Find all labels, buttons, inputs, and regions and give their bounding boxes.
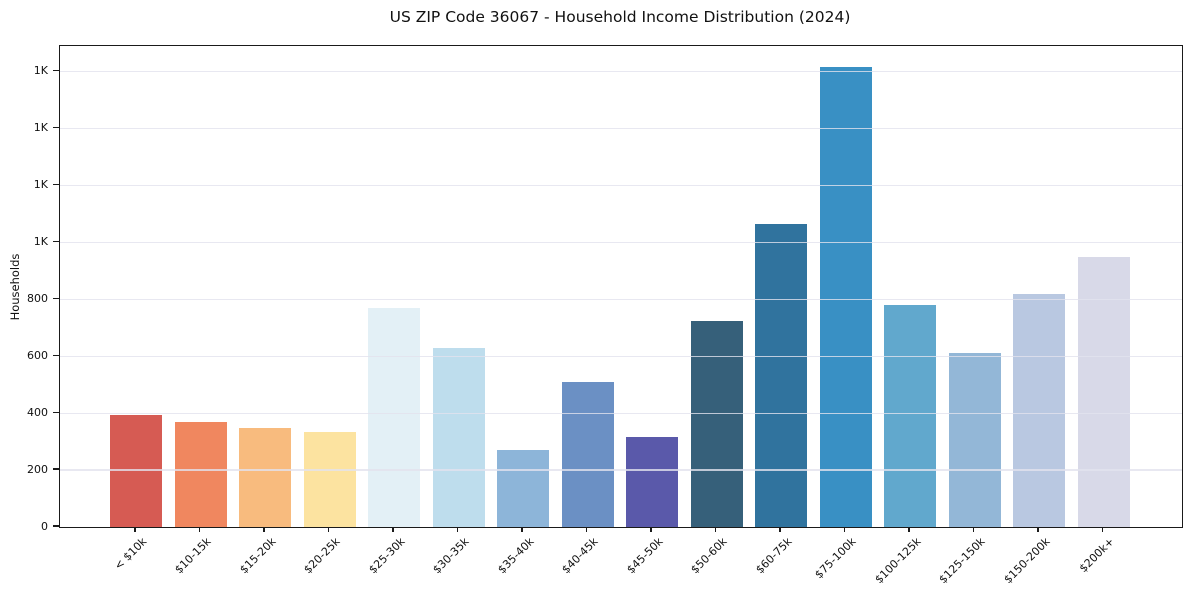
- bar-10-15k: [174, 421, 227, 527]
- bar-150-200k: [1013, 294, 1065, 527]
- x-tick-label: $100-125k: [872, 535, 924, 587]
- x-tick-mark: [843, 527, 846, 532]
- x-tick-label: $20-25k: [301, 535, 343, 577]
- bar-25-30k: [368, 307, 420, 527]
- y-tick-mark: [53, 297, 59, 299]
- y-tick-mark: [53, 411, 59, 413]
- x-tick-mark: [779, 527, 781, 532]
- x-tick-label: $125-150k: [936, 535, 988, 587]
- y-tick-label: 800: [27, 291, 48, 305]
- y-tick-label: 400: [27, 405, 48, 419]
- y-tick-label: 200: [27, 462, 48, 476]
- x-tick-mark: [198, 527, 201, 532]
- bar-60-75k: [755, 223, 807, 527]
- x-tick-mark: [327, 527, 330, 532]
- bar-15-20k: [239, 427, 291, 527]
- gridline: [60, 127, 1182, 130]
- y-tick-mark: [53, 126, 59, 129]
- bar-75-100k: [819, 67, 872, 527]
- chart-title: US ZIP Code 36067 - Household Income Dis…: [389, 8, 851, 26]
- x-tick-label: $40-45k: [559, 535, 601, 577]
- gridline: [60, 71, 1182, 73]
- plot-area: [59, 45, 1183, 528]
- y-tick-label: 1K: [33, 64, 48, 78]
- x-tick-label: $15-20k: [236, 535, 279, 577]
- x-tick-label: $60-75k: [752, 535, 795, 577]
- x-tick-label: $10-15k: [172, 535, 214, 577]
- x-tick-label: < $10k: [111, 535, 150, 573]
- bar-50-60k: [690, 320, 743, 527]
- y-tick-mark: [53, 468, 59, 470]
- x-tick-mark: [392, 527, 394, 532]
- x-tick-label: $150-200k: [1001, 535, 1053, 587]
- x-tick-label: $75-100k: [812, 535, 859, 582]
- x-tick-mark: [134, 527, 136, 532]
- gridline: [60, 469, 1182, 471]
- x-tick-label: $50-60k: [688, 535, 730, 577]
- y-tick-mark: [53, 240, 59, 243]
- y-tick-mark: [53, 183, 59, 186]
- bar-30-35k: [432, 348, 485, 527]
- y-tick-label: 600: [27, 348, 48, 362]
- bar-125-150k: [948, 353, 1001, 527]
- y-tick-label: 0: [41, 519, 48, 533]
- gridline: [60, 184, 1182, 187]
- y-tick-label: 1K: [33, 177, 48, 191]
- x-tick-mark: [908, 527, 910, 532]
- x-tick-mark: [585, 527, 588, 532]
- bar-40-45k: [561, 381, 614, 527]
- x-tick-mark: [263, 527, 265, 532]
- gridline: [60, 241, 1182, 243]
- x-tick-mark: [714, 527, 717, 532]
- bar-100-125k: [884, 305, 936, 527]
- x-tick-mark: [650, 527, 652, 532]
- bar-20-25k: [303, 431, 356, 527]
- y-tick-mark: [53, 69, 59, 72]
- x-tick-mark: [972, 527, 975, 532]
- x-tick-mark: [1037, 527, 1039, 532]
- x-axis-ticks: < $10k $10-15k $15-20k $20-25k $25-30k $30-35…: [59, 527, 1181, 587]
- x-tick-mark: [456, 527, 459, 532]
- y-tick-mark: [53, 525, 59, 527]
- y-tick-label: 1K: [33, 234, 48, 248]
- x-tick-label: $45-50k: [623, 535, 666, 577]
- bar-35-40k: [497, 449, 549, 527]
- x-tick-mark: [1101, 527, 1104, 532]
- x-tick-label: $200k+: [1076, 535, 1117, 576]
- x-tick-label: $35-40k: [494, 535, 537, 577]
- gridline: [60, 298, 1182, 300]
- gridline: [60, 355, 1182, 357]
- y-tick-label: 1K: [33, 121, 48, 135]
- gridline: [60, 412, 1182, 414]
- x-tick-label: $30-35k: [430, 535, 472, 577]
- x-tick-mark: [521, 527, 523, 532]
- bar-45-50k: [626, 437, 678, 527]
- bar-200k: [1077, 256, 1130, 527]
- y-tick-mark: [53, 354, 59, 356]
- y-axis-ticks: 0 200 400 600 800 1K 1K 1K 1K: [0, 45, 59, 533]
- bar-10k: [110, 414, 162, 527]
- x-tick-label: $25-30k: [365, 535, 408, 577]
